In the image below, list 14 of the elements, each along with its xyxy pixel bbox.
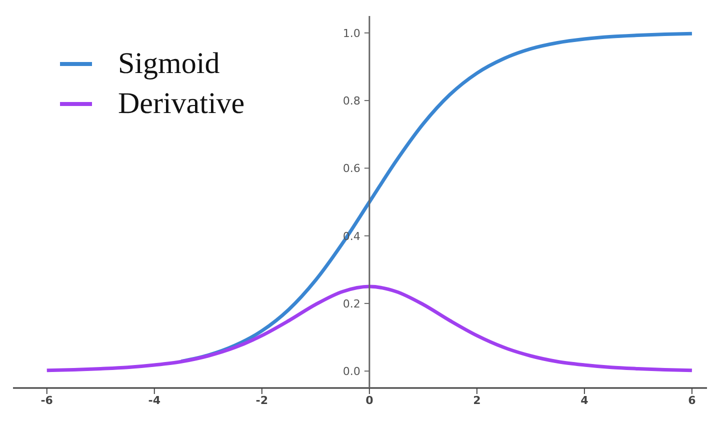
x-tick-label: -6: [40, 394, 54, 407]
y-tick-label: 1.0: [342, 26, 360, 40]
y-tick-label: 0.2: [342, 297, 360, 310]
y-tick-label: 0.0: [342, 365, 360, 378]
y-tick-label: 0.6: [342, 162, 360, 176]
x-tick-label: 2: [473, 394, 481, 407]
x-tick-label: 6: [688, 394, 696, 407]
y-tick-label: 0.8: [342, 94, 360, 108]
x-tick-label: -2: [256, 394, 268, 407]
x-tick-label: -4: [148, 394, 161, 407]
legend-label: Sigmoid: [118, 46, 220, 82]
legend-label: Derivative: [118, 86, 245, 122]
x-tick-label: 4: [580, 394, 589, 407]
x-tick-label: 0: [366, 394, 374, 407]
